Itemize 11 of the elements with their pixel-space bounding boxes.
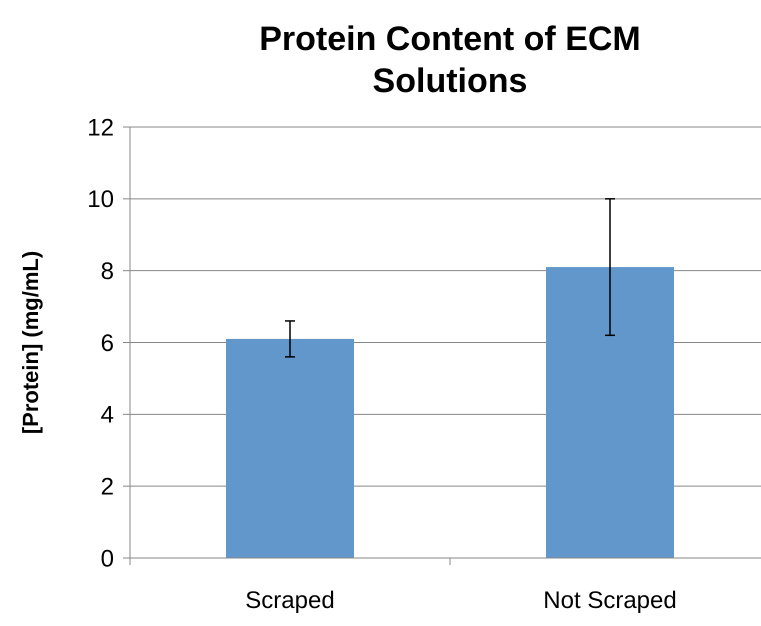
y-tick-label: 4 — [100, 402, 114, 429]
y-tick-label: 8 — [100, 258, 114, 286]
chart-title: Protein Content of ECM Solutions — [259, 20, 641, 100]
x-tick-label: Not Scraped — [543, 587, 677, 614]
y-tick-label: 6 — [100, 330, 114, 357]
y-tick-label: 12 — [87, 114, 114, 142]
x-tick-label: Scraped — [245, 587, 335, 614]
y-axis-title: [Protein] (mg/mL) — [18, 250, 43, 434]
y-tick-label: 0 — [100, 545, 114, 572]
y-tick-label: 10 — [87, 186, 114, 214]
y-tick-label: 2 — [100, 474, 114, 501]
